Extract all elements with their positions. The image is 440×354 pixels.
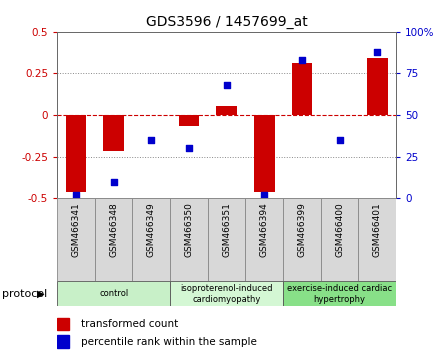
Text: GSM466350: GSM466350 <box>184 202 194 257</box>
Bar <box>66 115 86 192</box>
Point <box>148 137 155 143</box>
Point <box>185 145 192 151</box>
Bar <box>367 58 388 115</box>
Bar <box>57 335 70 348</box>
Text: exercise-induced cardiac
hypertrophy: exercise-induced cardiac hypertrophy <box>287 284 392 303</box>
Text: GSM466400: GSM466400 <box>335 202 344 257</box>
Bar <box>283 198 321 281</box>
Text: GSM466348: GSM466348 <box>109 202 118 257</box>
Point <box>336 137 343 143</box>
Text: GSM466399: GSM466399 <box>297 202 306 257</box>
Point <box>374 49 381 55</box>
Bar <box>170 281 283 306</box>
Bar <box>208 198 246 281</box>
Text: ▶: ▶ <box>37 289 44 299</box>
Text: control: control <box>99 289 128 298</box>
Bar <box>179 115 199 126</box>
Text: GSM466401: GSM466401 <box>373 202 381 257</box>
Point <box>261 192 268 198</box>
Point <box>110 179 117 184</box>
Bar <box>254 115 275 192</box>
Point <box>298 57 305 63</box>
Text: percentile rank within the sample: percentile rank within the sample <box>81 337 257 347</box>
Bar <box>103 115 124 151</box>
Bar <box>246 198 283 281</box>
Bar <box>57 198 95 281</box>
Text: GSM466351: GSM466351 <box>222 202 231 257</box>
Bar <box>170 198 208 281</box>
Bar <box>216 106 237 115</box>
Text: transformed count: transformed count <box>81 319 178 329</box>
Bar <box>57 281 170 306</box>
Bar <box>132 198 170 281</box>
Text: GSM466394: GSM466394 <box>260 202 269 257</box>
Bar <box>292 63 312 115</box>
Bar <box>283 281 396 306</box>
Bar <box>321 198 358 281</box>
Point <box>223 82 230 88</box>
Point <box>73 192 80 198</box>
Bar <box>358 198 396 281</box>
Text: protocol: protocol <box>2 289 48 299</box>
Bar <box>95 198 132 281</box>
Text: GSM466341: GSM466341 <box>72 202 81 257</box>
Title: GDS3596 / 1457699_at: GDS3596 / 1457699_at <box>146 16 308 29</box>
Text: isoproterenol-induced
cardiomyopathy: isoproterenol-induced cardiomyopathy <box>180 284 273 303</box>
Bar <box>57 318 70 330</box>
Text: GSM466349: GSM466349 <box>147 202 156 257</box>
